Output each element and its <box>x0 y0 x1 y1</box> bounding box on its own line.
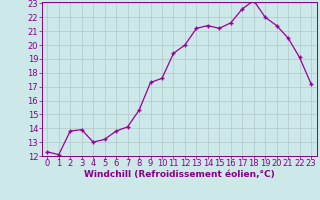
X-axis label: Windchill (Refroidissement éolien,°C): Windchill (Refroidissement éolien,°C) <box>84 170 275 179</box>
